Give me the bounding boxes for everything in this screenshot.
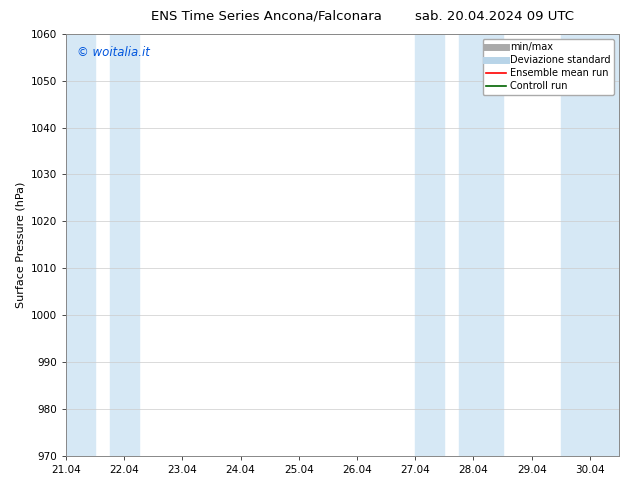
Text: sab. 20.04.2024 09 UTC: sab. 20.04.2024 09 UTC bbox=[415, 10, 574, 23]
Bar bbox=[415, 34, 444, 456]
Bar bbox=[110, 34, 139, 456]
Y-axis label: Surface Pressure (hPa): Surface Pressure (hPa) bbox=[15, 182, 25, 308]
Legend: min/max, Deviazione standard, Ensemble mean run, Controll run: min/max, Deviazione standard, Ensemble m… bbox=[482, 39, 614, 95]
Text: ENS Time Series Ancona/Falconara: ENS Time Series Ancona/Falconara bbox=[151, 10, 382, 23]
Bar bbox=[66, 34, 95, 456]
Text: © woitalia.it: © woitalia.it bbox=[77, 47, 150, 59]
Bar bbox=[459, 34, 503, 456]
Bar bbox=[560, 34, 619, 456]
